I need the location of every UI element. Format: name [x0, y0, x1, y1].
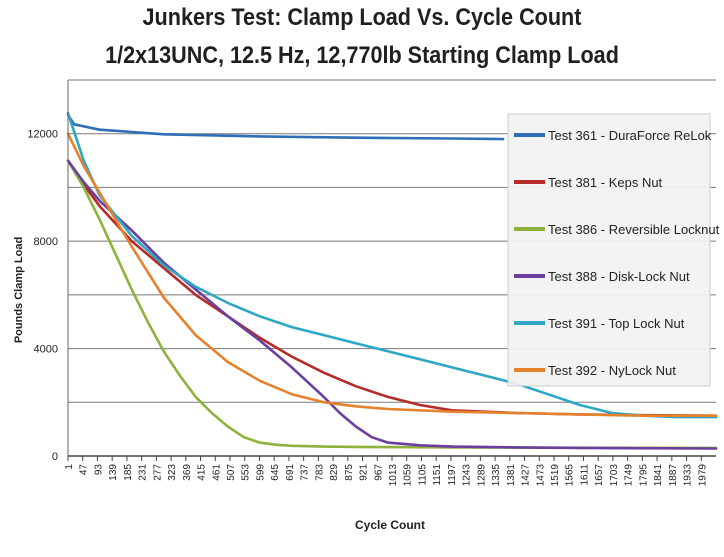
series-line-5: [66, 111, 718, 419]
y-tick-label: 12000: [27, 129, 58, 141]
legend-box: [507, 113, 711, 387]
x-tick-label: 461: [211, 464, 222, 481]
axes: 0 4000 8000 12000 1 47 93 139 185 231 277 323 369 415…: [27, 80, 716, 486]
x-tick-label: 1289: [476, 464, 487, 487]
chart-title: Junkers Test: Clamp Load Vs. Cycle Count: [142, 4, 582, 31]
x-tick-label: 1565: [565, 464, 576, 487]
x-tick-label: 1151: [432, 464, 443, 486]
legend-entry-label: Test 388 - Disk-Lock Nut: [548, 269, 690, 284]
x-tick-label: 139: [108, 464, 119, 481]
legend-entry-label: Test 392 - NyLock Nut: [548, 363, 676, 378]
x-tick-label: 783: [314, 464, 325, 481]
x-tick-label: 277: [152, 464, 163, 481]
x-tick-label: 323: [167, 464, 178, 481]
x-tick-label: 1979: [697, 464, 708, 487]
legend-entry-label: Test 386 - Reversible Locknut: [548, 222, 720, 237]
chart-subtitle: 1/2x13UNC, 12.5 Hz, 12,770lb Starting Cl…: [105, 42, 619, 69]
x-tick-label: 1611: [579, 464, 590, 486]
legend: Test 361 - DuraForce ReLok Test 381 - Kep…: [507, 113, 720, 387]
x-tick-label: 185: [123, 464, 134, 481]
x-tick-label: 1519: [550, 464, 561, 487]
x-tick-label: 645: [270, 464, 281, 481]
x-tick-label: 1197: [447, 464, 458, 486]
x-tick-label: 1657: [594, 464, 605, 487]
x-tick-label: 967: [373, 464, 384, 481]
x-tick-label: 1887: [668, 464, 679, 487]
x-tick-label: 1059: [403, 464, 414, 487]
series-lines: [66, 111, 718, 450]
x-tick-label: 1933: [683, 464, 694, 487]
x-tick-label: 875: [344, 464, 355, 481]
series-line-4: [66, 159, 718, 450]
legend-entry-label: Test 381 - Keps Nut: [548, 175, 663, 190]
x-tick-label: 737: [300, 464, 311, 481]
y-tick-label: 4000: [34, 344, 58, 356]
x-tick-label: 1381: [506, 464, 517, 487]
x-tick-label: 1427: [521, 464, 532, 487]
x-tick-label: 829: [329, 464, 340, 481]
x-tick-label: 1703: [609, 464, 620, 487]
x-tick-label: 1: [64, 464, 75, 470]
legend-entry-label: Test 361 - DuraForce ReLok: [548, 128, 712, 143]
x-tick-label: 553: [241, 464, 252, 481]
x-tick-label: 93: [93, 464, 104, 476]
x-tick-label: 921: [359, 464, 370, 481]
x-tick-label: 1243: [462, 464, 473, 487]
x-tick-label: 1335: [491, 464, 502, 487]
x-tick-label: 1795: [638, 464, 649, 487]
series-line-1: [66, 113, 505, 141]
x-axis-label: Cycle Count: [355, 518, 425, 532]
x-tick-label: 1749: [624, 464, 635, 487]
y-tick-label: 0: [52, 451, 58, 463]
x-tick-label: 1841: [653, 464, 664, 487]
x-tick-label: 369: [182, 464, 193, 481]
x-tick-label: 415: [197, 464, 208, 481]
y-tick-label: 8000: [34, 236, 58, 248]
y-axis-label: Pounds Clamp Load: [13, 237, 25, 343]
x-tick-label: 47: [79, 464, 90, 476]
x-tick-label: 599: [255, 464, 266, 481]
x-tick-label: 1013: [388, 464, 399, 487]
x-tick-label: 507: [226, 464, 237, 481]
legend-entry-label: Test 391 - Top Lock Nut: [548, 316, 685, 331]
x-tick-label: 1473: [535, 464, 546, 487]
x-tick-label: 1105: [417, 464, 428, 486]
series-line-6: [66, 132, 718, 418]
series-line-3: [66, 159, 718, 450]
x-tick-label: 231: [138, 464, 149, 481]
x-tick-label: 691: [285, 464, 296, 481]
